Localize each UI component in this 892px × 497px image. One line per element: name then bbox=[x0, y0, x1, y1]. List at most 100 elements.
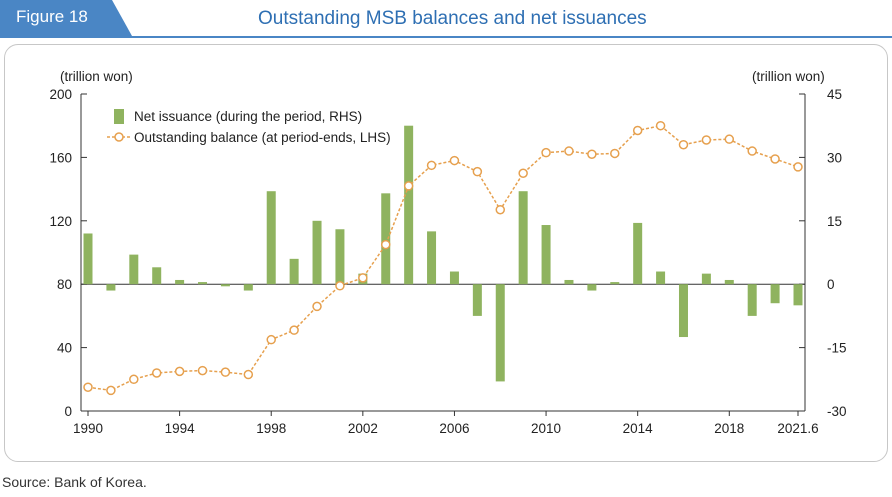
outstanding-balance-point bbox=[541, 147, 551, 158]
net-issuance-bar bbox=[335, 229, 345, 285]
outstanding-balance-point bbox=[472, 166, 483, 177]
outstanding-balance-point bbox=[83, 382, 93, 392]
header-divider bbox=[0, 36, 892, 38]
outstanding-balance-point bbox=[793, 162, 803, 172]
x-tick-label: 2002 bbox=[348, 421, 378, 436]
net-issuance-bar bbox=[198, 282, 208, 285]
net-issuance-bar bbox=[449, 271, 459, 285]
outstanding-balance-point bbox=[701, 135, 712, 145]
x-tick-label: 2021.6 bbox=[777, 421, 818, 436]
chart-frame bbox=[4, 44, 888, 462]
outstanding-balance-point bbox=[220, 367, 231, 377]
outstanding-balance-point bbox=[174, 366, 185, 377]
net-issuance-bar bbox=[678, 284, 688, 338]
outstanding-balance-point bbox=[632, 125, 643, 136]
figure-label: Figure 18 bbox=[16, 7, 88, 26]
right-tick-label: -30 bbox=[827, 404, 847, 419]
right-tick-label: 15 bbox=[827, 214, 842, 229]
x-tick-label: 2010 bbox=[531, 421, 561, 436]
outstanding-balance-point bbox=[495, 204, 506, 215]
net-issuance-bar bbox=[518, 191, 528, 285]
net-issuance-bar bbox=[656, 271, 666, 285]
outstanding-balance-point bbox=[312, 301, 322, 312]
figure-badge-shape bbox=[0, 0, 132, 36]
outstanding-balance-point bbox=[197, 365, 208, 376]
net-issuance-bar bbox=[427, 231, 437, 285]
legend-line-label: Outstanding balance (at period-ends, LHS… bbox=[134, 130, 391, 145]
net-issuance-bar bbox=[564, 279, 574, 285]
net-issuance-bar bbox=[129, 254, 139, 285]
x-tick-label: 1994 bbox=[165, 421, 196, 436]
chart-canvas: 0 40 80 120 160 200 -30 -15 0 15 30 45 1990 1994 1998 2… bbox=[49, 69, 847, 436]
outstanding-balance-point bbox=[289, 325, 299, 335]
outstanding-balance-point bbox=[335, 281, 345, 291]
right-tick-label: 30 bbox=[827, 150, 842, 165]
outstanding-balance-point bbox=[403, 181, 414, 191]
net-issuance-bar bbox=[472, 284, 482, 316]
outstanding-balance-point bbox=[724, 134, 735, 144]
left-tick-label: 120 bbox=[49, 214, 72, 229]
net-issuance-bar bbox=[610, 282, 620, 285]
net-issuance-bar bbox=[495, 284, 505, 382]
net-issuance-bar bbox=[587, 284, 597, 291]
source-note: Source: Bank of Korea. bbox=[2, 474, 147, 490]
net-issuance-bar bbox=[701, 273, 711, 285]
x-tick-label: 2014 bbox=[623, 421, 654, 436]
legend-bar-label: Net issuance (during the period, RHS) bbox=[134, 109, 362, 124]
net-issuance-bar bbox=[175, 279, 185, 285]
outstanding-balance-point bbox=[243, 369, 254, 380]
right-tick-label: -15 bbox=[827, 341, 847, 356]
outstanding-balance-point bbox=[678, 139, 689, 150]
outstanding-balance-line bbox=[87, 124, 799, 392]
net-issuance-bar bbox=[381, 193, 391, 285]
outstanding-balance-point bbox=[587, 149, 597, 159]
figure-badge: Figure 18 bbox=[0, 0, 132, 36]
bars-layer bbox=[83, 125, 803, 382]
x-tick-label: 2006 bbox=[439, 421, 469, 436]
right-tick-label: 0 bbox=[827, 277, 835, 292]
outstanding-balance-point bbox=[564, 146, 574, 156]
legend-layer: Net issuance (during the period, RHS) Ou… bbox=[107, 109, 391, 145]
net-issuance-bar bbox=[770, 284, 780, 304]
outstanding-balance-point bbox=[380, 239, 391, 250]
outstanding-balance-point bbox=[610, 148, 620, 159]
outstanding-balance-point bbox=[129, 374, 139, 385]
outstanding-balance-point bbox=[655, 120, 666, 131]
right-tick-label: 45 bbox=[827, 87, 842, 102]
net-issuance-bar bbox=[541, 225, 551, 285]
right-axis-unit: (trillion won) bbox=[752, 69, 825, 84]
net-issuance-bar bbox=[312, 220, 322, 285]
left-tick-label: 0 bbox=[64, 404, 72, 419]
net-issuance-bar bbox=[404, 125, 414, 285]
net-issuance-bar bbox=[220, 284, 230, 287]
legend-bar-swatch bbox=[114, 109, 124, 124]
net-issuance-bar bbox=[289, 258, 299, 285]
left-tick-label: 160 bbox=[49, 150, 72, 165]
left-axis-unit: (trillion won) bbox=[60, 69, 133, 84]
net-issuance-bar bbox=[633, 222, 643, 285]
net-issuance-bar bbox=[266, 191, 276, 285]
outstanding-balance-point bbox=[426, 160, 437, 171]
net-issuance-bar bbox=[106, 284, 116, 291]
left-tick-label: 200 bbox=[49, 87, 72, 102]
outstanding-balance-point bbox=[266, 334, 276, 345]
outstanding-balance-point bbox=[518, 168, 528, 178]
line-layer bbox=[83, 120, 803, 396]
left-tick-label: 40 bbox=[57, 341, 72, 356]
net-issuance-bar bbox=[152, 267, 162, 285]
x-tick-label: 1998 bbox=[256, 421, 286, 436]
net-issuance-bar bbox=[243, 284, 253, 291]
outstanding-balance-point bbox=[449, 155, 460, 166]
chart-title: Outstanding MSB balances and net issuanc… bbox=[258, 8, 647, 29]
left-tick-label: 80 bbox=[57, 277, 72, 292]
net-issuance-bar bbox=[724, 279, 734, 285]
outstanding-balance-point bbox=[770, 154, 780, 164]
outstanding-balance-point bbox=[106, 385, 116, 396]
x-tick-label: 1990 bbox=[73, 421, 103, 436]
outstanding-balance-point bbox=[747, 146, 757, 156]
net-issuance-bar bbox=[83, 233, 93, 285]
net-issuance-bar bbox=[747, 284, 757, 316]
x-tick-label: 2018 bbox=[714, 421, 744, 436]
legend-line-marker bbox=[114, 132, 124, 142]
net-issuance-bar bbox=[793, 284, 803, 306]
